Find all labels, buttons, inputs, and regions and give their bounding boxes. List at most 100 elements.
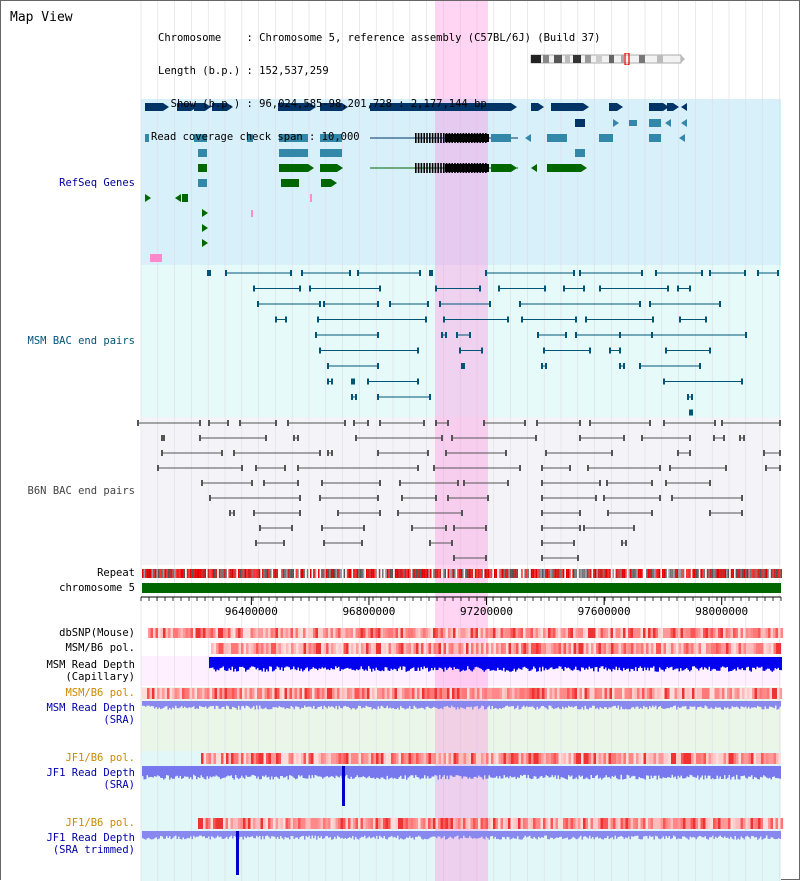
pol-bin: [755, 818, 759, 829]
pol-bin: [213, 643, 217, 654]
depth-bar: [423, 657, 425, 667]
pol-bin: [338, 643, 342, 654]
depth-bar: [680, 657, 682, 669]
track-label-msm-read-depth-capillary[interactable]: MSM Read Depth (Capillary): [46, 659, 135, 683]
depth-bar: [383, 701, 385, 709]
pol-bin: [316, 643, 319, 654]
pol-bin: [692, 688, 695, 699]
depth-bar: [601, 701, 603, 709]
pol-bin: [538, 753, 542, 764]
bac-end: [431, 270, 433, 276]
bac-end: [323, 301, 325, 307]
repeat-element: [401, 569, 403, 578]
pol-bin: [249, 688, 253, 699]
pol-bin: [399, 688, 403, 699]
depth-bar: [316, 701, 318, 709]
track-label-b6n-bac-end-pairs[interactable]: B6N BAC end pairs: [27, 485, 135, 497]
pol-bin: [773, 643, 777, 654]
depth-bar: [253, 701, 255, 707]
pol-bin: [496, 643, 499, 654]
bac-end: [284, 465, 286, 471]
pol-bin: [540, 818, 544, 829]
track-label-msm-b6-pol-2[interactable]: MSM/B6 pol.: [65, 687, 135, 699]
pol-bin: [640, 628, 644, 638]
bac-end: [209, 270, 211, 276]
track-label-repeat[interactable]: Repeat: [97, 567, 135, 579]
depth-bar: [271, 701, 273, 710]
depth-bar: [484, 766, 486, 776]
pol-bin: [581, 643, 584, 654]
track-label-msm-read-depth-sra[interactable]: MSM Read Depth (SRA): [46, 702, 135, 726]
repeat-element: [158, 569, 160, 578]
track-label-jf1-b6-pol-2[interactable]: JF1/B6 pol.: [65, 817, 135, 829]
depth-bar: [295, 766, 297, 780]
pol-bin: [575, 628, 579, 638]
pol-bin: [774, 688, 778, 699]
depth-bar: [565, 766, 567, 779]
pol-bin: [564, 688, 568, 699]
pol-bin: [765, 818, 769, 829]
repeat-element: [558, 569, 560, 578]
depth-bar: [352, 766, 354, 779]
track-label-refseq-genes[interactable]: RefSeq Genes: [59, 177, 135, 189]
depth-bar: [265, 766, 267, 776]
depth-bar: [707, 657, 709, 670]
repeat-element: [602, 569, 605, 578]
bac-end: [779, 465, 781, 471]
pol-bin: [271, 753, 274, 764]
pol-bin: [768, 643, 772, 654]
track-label-msm-b6-pol[interactable]: MSM/B6 pol.: [65, 642, 135, 654]
pol-bin: [428, 818, 431, 829]
pol-bin: [450, 818, 454, 829]
depth-bar: [458, 831, 460, 840]
depth-bar: [658, 831, 660, 839]
pol-bin: [189, 688, 193, 699]
depth-bar: [685, 766, 687, 778]
depth-bar: [299, 831, 301, 838]
depth-bar: [232, 831, 234, 839]
repeat-element: [654, 569, 656, 578]
track-label-chromosome[interactable]: chromosome 5: [59, 582, 135, 594]
depth-bar: [575, 701, 577, 706]
bac-end: [251, 480, 253, 486]
depth-bar: [472, 831, 474, 839]
repeat-element: [370, 569, 373, 578]
depth-bar: [380, 657, 382, 672]
chromosome-ideogram[interactable]: [529, 53, 687, 65]
pol-bin: [523, 628, 526, 638]
pol-bin: [524, 688, 528, 699]
pol-bin: [768, 753, 772, 764]
pol-bin: [426, 753, 429, 764]
depth-bar: [586, 831, 588, 838]
depth-bar: [670, 701, 672, 708]
track-label-jf1-b6-pol[interactable]: JF1/B6 pol.: [65, 752, 135, 764]
pol-bin: [495, 818, 499, 829]
track-label-jf1-read-depth-trimmed[interactable]: JF1 Read Depth (SRA trimmed): [46, 832, 135, 856]
repeat-element: [486, 569, 488, 578]
pol-bin: [243, 643, 247, 654]
depth-bar: [237, 657, 239, 672]
depth-bar: [395, 701, 397, 710]
pol-bin: [217, 688, 220, 699]
depth-bar: [497, 657, 499, 668]
depth-bar: [278, 657, 280, 668]
depth-bar: [410, 766, 412, 776]
depth-bar: [545, 831, 547, 836]
depth-bar: [599, 831, 601, 838]
bac-end: [714, 420, 716, 426]
depth-bar: [701, 831, 703, 838]
track-label-msm-bac-end-pairs[interactable]: MSM BAC end pairs: [27, 335, 135, 347]
depth-bar: [581, 766, 583, 776]
depth-bar: [215, 657, 217, 672]
depth-bar: [440, 657, 442, 668]
pol-bin: [518, 753, 522, 764]
track-label-dbsnp[interactable]: dbSNP(Mouse): [59, 627, 135, 639]
depth-bar: [314, 657, 316, 669]
depth-bar: [577, 831, 579, 839]
repeat-element: [639, 569, 642, 578]
depth-bar: [733, 766, 735, 777]
track-label-jf1-read-depth-sra[interactable]: JF1 Read Depth (SRA): [46, 767, 135, 791]
pol-bin: [454, 688, 458, 699]
pol-bin: [497, 688, 500, 699]
depth-bar: [148, 831, 150, 838]
